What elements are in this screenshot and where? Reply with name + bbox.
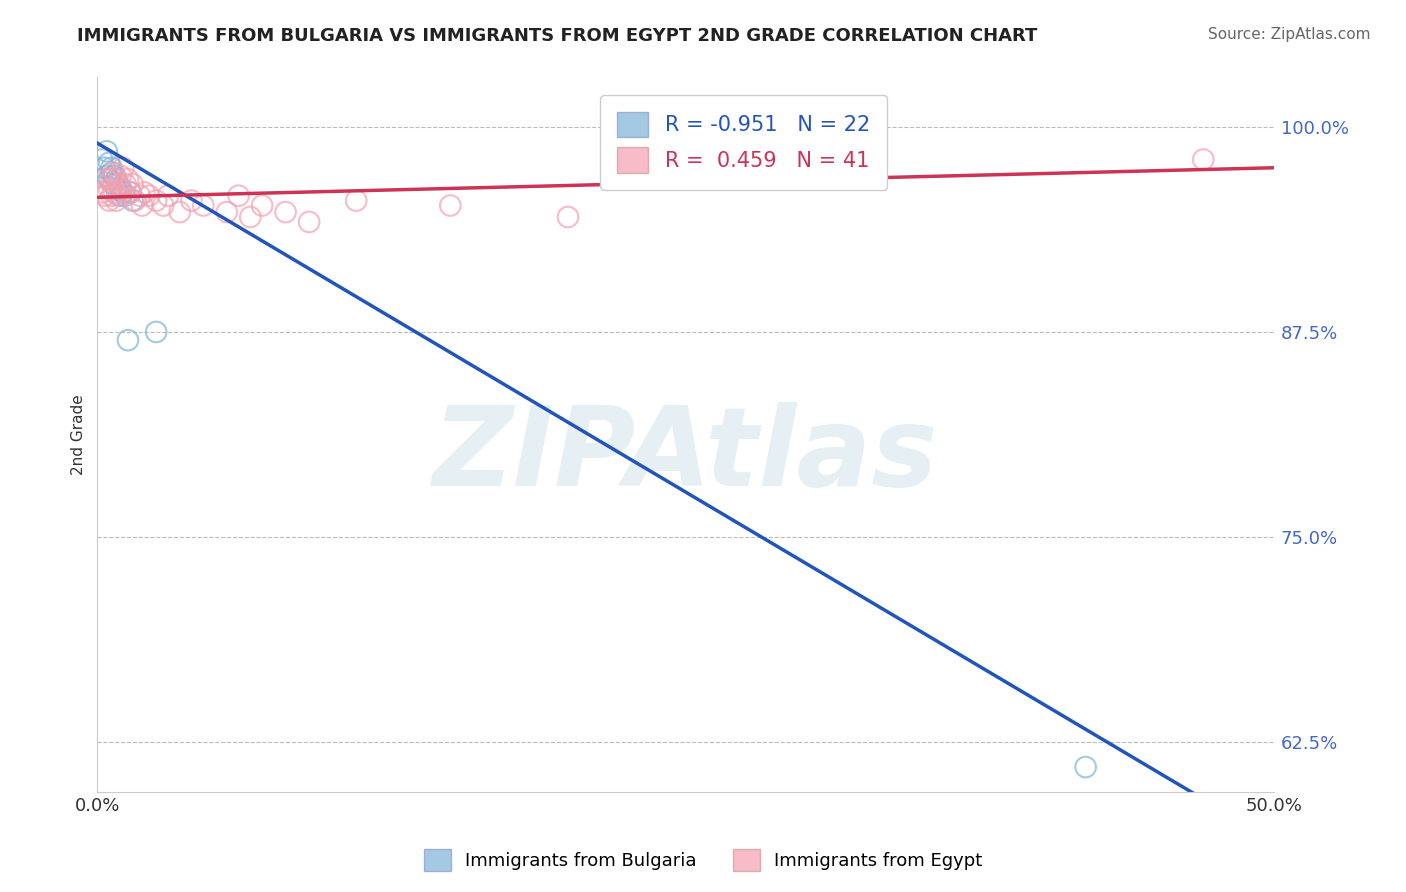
Point xyxy=(145,194,167,208)
Point xyxy=(180,194,202,208)
Point xyxy=(98,156,121,170)
Point xyxy=(274,205,297,219)
Point xyxy=(91,153,114,167)
Point xyxy=(131,198,153,212)
Point xyxy=(239,210,262,224)
Point xyxy=(120,186,142,200)
Point xyxy=(103,177,125,191)
Point xyxy=(145,325,167,339)
Point xyxy=(134,186,156,200)
Point xyxy=(169,205,191,219)
Point xyxy=(110,182,132,196)
Point xyxy=(107,188,129,202)
Point xyxy=(98,182,121,196)
Point xyxy=(103,169,125,183)
Point xyxy=(114,188,136,202)
Point xyxy=(439,198,461,212)
Y-axis label: 2nd Grade: 2nd Grade xyxy=(72,394,86,475)
Point xyxy=(96,145,118,159)
Point xyxy=(215,205,238,219)
Point xyxy=(557,210,579,224)
Point xyxy=(100,161,122,175)
Point xyxy=(138,188,160,202)
Point xyxy=(105,182,128,196)
Point xyxy=(107,177,129,191)
Point xyxy=(103,166,125,180)
Point xyxy=(93,161,115,175)
Point xyxy=(228,188,250,202)
Text: IMMIGRANTS FROM BULGARIA VS IMMIGRANTS FROM EGYPT 2ND GRADE CORRELATION CHART: IMMIGRANTS FROM BULGARIA VS IMMIGRANTS F… xyxy=(77,27,1038,45)
Point xyxy=(250,198,273,212)
Point xyxy=(124,194,146,208)
Point xyxy=(117,172,139,186)
Legend: R = -0.951   N = 22, R =  0.459   N = 41: R = -0.951 N = 22, R = 0.459 N = 41 xyxy=(600,95,887,190)
Point xyxy=(105,172,128,186)
Point xyxy=(98,194,121,208)
Point xyxy=(110,169,132,183)
Point xyxy=(93,188,115,202)
Point xyxy=(105,194,128,208)
Point xyxy=(112,161,135,175)
Text: Source: ZipAtlas.com: Source: ZipAtlas.com xyxy=(1208,27,1371,42)
Point xyxy=(98,172,121,186)
Point xyxy=(193,198,215,212)
Point xyxy=(152,198,174,212)
Point xyxy=(100,166,122,180)
Point xyxy=(96,169,118,183)
Point xyxy=(117,333,139,347)
Point xyxy=(100,172,122,186)
Text: ZIPAtlas: ZIPAtlas xyxy=(433,402,938,509)
Point xyxy=(96,172,118,186)
Point xyxy=(1192,153,1215,167)
Point xyxy=(128,188,150,202)
Point xyxy=(107,177,129,191)
Point xyxy=(110,182,132,196)
Point xyxy=(344,194,367,208)
Point xyxy=(121,194,143,208)
Legend: Immigrants from Bulgaria, Immigrants from Egypt: Immigrants from Bulgaria, Immigrants fro… xyxy=(416,842,990,879)
Point xyxy=(91,186,114,200)
Point xyxy=(156,188,179,202)
Point xyxy=(110,188,132,202)
Point xyxy=(120,186,142,200)
Point xyxy=(1074,760,1097,774)
Point xyxy=(298,215,321,229)
Point xyxy=(105,172,128,186)
Point xyxy=(114,177,136,191)
Point xyxy=(103,186,125,200)
Point xyxy=(100,188,122,202)
Point xyxy=(112,186,135,200)
Point xyxy=(121,177,143,191)
